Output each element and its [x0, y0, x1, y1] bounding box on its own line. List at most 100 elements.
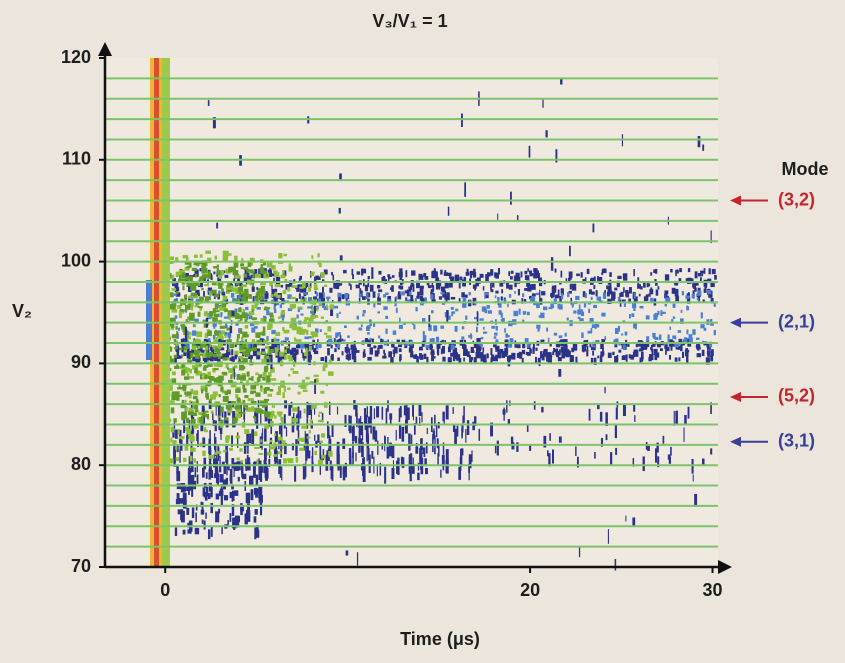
density-texture	[528, 145, 531, 158]
density-texture	[366, 445, 368, 462]
density-texture	[299, 286, 304, 289]
density-texture	[336, 332, 340, 337]
density-texture	[294, 349, 299, 355]
density-texture	[707, 290, 712, 295]
density-texture	[218, 273, 223, 279]
density-texture	[252, 281, 255, 287]
density-texture	[426, 427, 428, 435]
density-texture	[407, 407, 410, 420]
density-texture	[224, 274, 229, 278]
density-texture	[241, 284, 248, 288]
density-texture	[447, 206, 450, 216]
density-texture	[274, 297, 278, 303]
density-texture	[169, 303, 176, 310]
density-texture	[178, 275, 182, 280]
density-texture	[679, 268, 682, 273]
density-texture	[624, 331, 628, 336]
density-texture	[235, 413, 241, 419]
density-texture	[231, 435, 234, 447]
density-texture	[248, 355, 253, 359]
density-texture	[214, 293, 219, 298]
density-texture	[176, 465, 179, 474]
density-texture	[208, 468, 211, 480]
density-texture	[169, 458, 174, 464]
density-texture	[560, 293, 564, 300]
density-texture	[662, 311, 666, 314]
density-texture	[576, 273, 580, 277]
density-texture	[262, 372, 267, 377]
density-texture	[192, 324, 196, 328]
y-axis-arrow	[98, 42, 112, 56]
density-texture	[638, 293, 641, 297]
density-texture	[473, 268, 476, 274]
density-texture	[358, 297, 361, 304]
density-texture	[537, 327, 540, 332]
density-texture	[234, 462, 239, 471]
density-texture	[642, 345, 647, 350]
density-texture	[209, 343, 212, 348]
density-texture	[241, 312, 248, 318]
density-texture	[385, 408, 388, 426]
density-texture	[214, 433, 216, 451]
density-texture	[208, 296, 211, 301]
density-texture	[287, 287, 291, 292]
density-texture	[239, 448, 243, 452]
density-texture	[264, 425, 269, 429]
density-texture	[304, 430, 306, 445]
density-texture	[465, 429, 467, 443]
density-texture	[688, 337, 693, 343]
density-texture	[249, 322, 255, 327]
density-texture	[466, 420, 470, 435]
density-texture	[599, 411, 603, 422]
density-texture	[617, 297, 621, 301]
density-texture	[701, 273, 704, 277]
density-texture	[430, 288, 434, 293]
density-texture	[573, 310, 577, 314]
density-texture	[468, 292, 471, 296]
density-texture	[548, 453, 551, 467]
density-texture	[609, 279, 612, 288]
density-texture	[179, 303, 183, 307]
density-texture	[674, 341, 679, 348]
density-texture	[522, 342, 526, 349]
density-texture	[223, 331, 228, 336]
density-texture	[384, 436, 386, 446]
density-texture	[620, 291, 624, 297]
density-texture	[582, 291, 586, 298]
density-texture	[239, 344, 244, 350]
density-texture	[320, 357, 325, 362]
density-texture	[154, 58, 159, 567]
density-texture	[435, 276, 438, 282]
density-texture	[529, 272, 534, 277]
density-texture	[247, 503, 250, 512]
density-texture	[507, 343, 513, 348]
density-texture	[674, 357, 678, 362]
density-texture	[218, 283, 223, 289]
density-texture	[324, 284, 328, 287]
density-texture	[404, 343, 408, 349]
density-texture	[550, 293, 555, 297]
density-texture	[454, 326, 458, 332]
density-texture	[445, 405, 449, 420]
density-texture	[468, 454, 472, 469]
density-texture	[213, 473, 219, 479]
density-texture	[698, 295, 700, 303]
density-texture	[445, 459, 449, 474]
density-texture	[423, 353, 427, 360]
density-texture	[171, 301, 177, 307]
density-texture	[269, 389, 274, 392]
density-texture	[231, 458, 235, 469]
density-texture	[291, 443, 294, 451]
density-texture	[451, 312, 454, 317]
density-texture	[281, 466, 283, 481]
density-texture	[244, 324, 249, 329]
density-texture	[225, 268, 231, 274]
density-texture	[233, 278, 235, 284]
density-texture	[181, 363, 185, 368]
density-texture	[372, 426, 376, 440]
density-texture	[243, 442, 247, 454]
density-texture	[287, 308, 293, 312]
density-texture	[347, 335, 350, 338]
density-texture	[444, 270, 447, 275]
density-texture	[501, 351, 504, 356]
